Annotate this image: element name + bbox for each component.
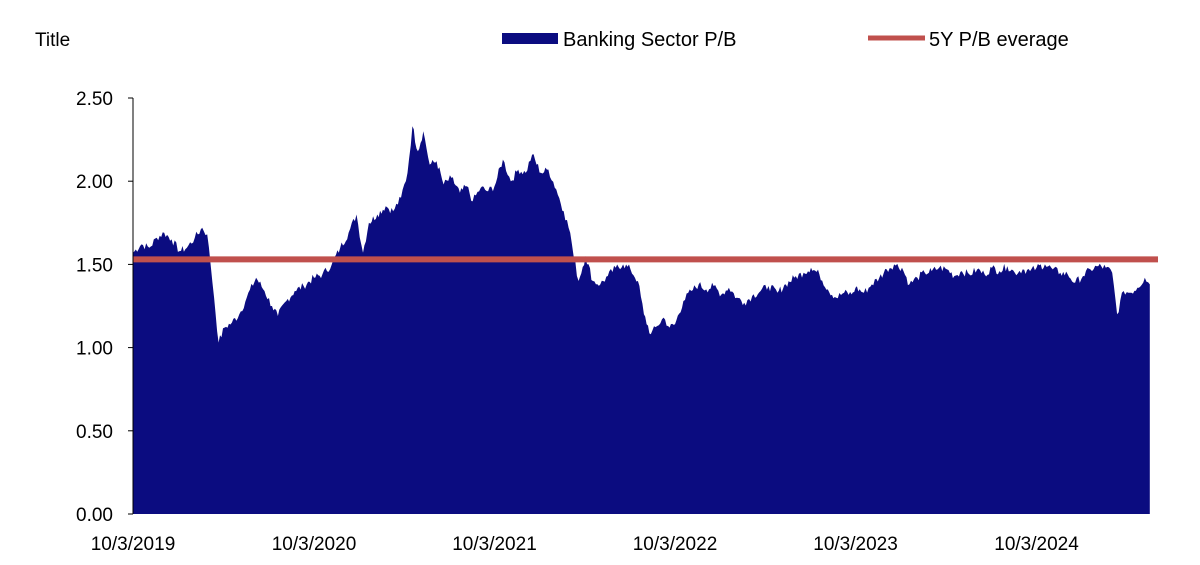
x-tick-label: 10/3/2022 bbox=[633, 534, 718, 555]
y-tick-label: 2.50 bbox=[76, 89, 113, 110]
legend-item-banking-pb: Banking Sector P/B bbox=[502, 29, 736, 51]
y-axis-ticks: 0.00 0.50 1.00 1.50 2.00 2.50 bbox=[76, 89, 133, 526]
y-tick-label: 1.00 bbox=[76, 339, 113, 360]
legend-label-banking-pb: Banking Sector P/B bbox=[563, 29, 736, 51]
x-tick-label: 10/3/2021 bbox=[452, 534, 537, 555]
y-tick-label: 0.50 bbox=[76, 422, 113, 443]
axes: 0.000.501.001.502.002.50 10/3/2019 10/3/2… bbox=[76, 89, 1079, 555]
area-series-banking-pb bbox=[133, 126, 1150, 515]
chart-title: Title bbox=[35, 30, 70, 51]
x-axis-ticks: 10/3/2019 10/3/2020 10/3/2021 10/3/2022 10/3… bbox=[91, 534, 1079, 555]
x-tick-label: 10/3/2024 bbox=[994, 534, 1079, 555]
x-tick-label: 10/3/2023 bbox=[813, 534, 898, 555]
plot-area bbox=[133, 126, 1158, 515]
legend-item-5y-average: 5Y P/B everage bbox=[868, 29, 1069, 51]
y-tick-label: 0.00 bbox=[76, 505, 113, 526]
y-tick-label: 1.50 bbox=[76, 255, 113, 276]
x-tick-label: 10/3/2020 bbox=[272, 534, 357, 555]
legend-swatch-area bbox=[502, 33, 558, 44]
legend: Banking Sector P/B 5Y P/B everage bbox=[502, 29, 1069, 51]
x-tick-label: 10/3/2019 bbox=[91, 534, 176, 555]
y-tick-label: 2.00 bbox=[76, 172, 113, 193]
legend-label-5y-average: 5Y P/B everage bbox=[929, 29, 1069, 51]
